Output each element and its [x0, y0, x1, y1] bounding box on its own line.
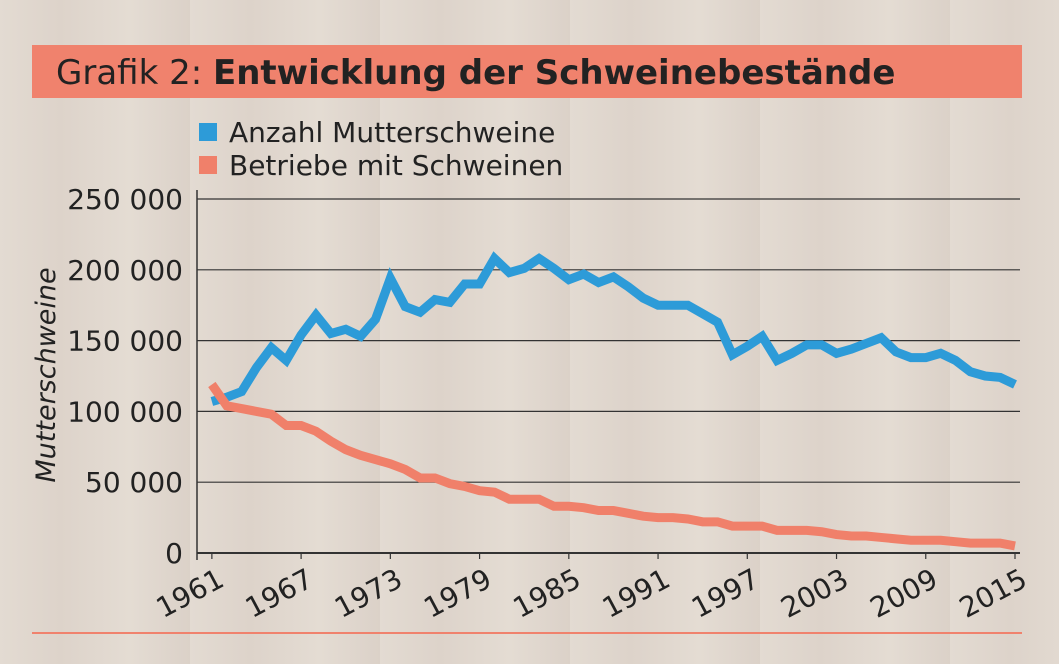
y-tick-label: 150 000 [67, 325, 183, 358]
y-tick-label: 100 000 [67, 395, 183, 428]
chart-title-label: Grafik 2: Entwicklung der Schweinebestän… [56, 53, 895, 93]
series-line [210, 251, 1017, 406]
y-tick-label: 200 000 [67, 254, 183, 287]
x-tick-label: 2015 [954, 562, 1032, 625]
x-tick-label: 2003 [775, 562, 853, 625]
series-line [208, 381, 1016, 551]
x-tick-label: 1961 [151, 562, 229, 625]
legend-swatch [199, 156, 217, 174]
title-bar [32, 45, 1022, 98]
y-tick-label: 250 000 [67, 183, 183, 216]
x-tick-label: 1991 [597, 562, 675, 625]
y-tick-label: 50 000 [85, 466, 183, 499]
title-label: Grafik 2: [56, 53, 202, 93]
title: Entwicklung der Schweinebestände [213, 53, 895, 93]
y-tick-label: 0 [165, 537, 183, 570]
x-tick-label: 1997 [686, 562, 764, 625]
x-tick-label: 1979 [418, 562, 496, 625]
legend-label: Betriebe mit Schweinen [229, 149, 563, 182]
legend-swatch [199, 123, 217, 141]
y-axis-label: Mutterschweine [31, 267, 62, 482]
x-tick-label: 1985 [508, 562, 586, 625]
x-tick-label: 1973 [329, 562, 407, 625]
x-tick-label: 2009 [865, 562, 943, 625]
legend-label: Anzahl Mutterschweine [229, 116, 555, 149]
x-tick-label: 1967 [240, 562, 318, 625]
